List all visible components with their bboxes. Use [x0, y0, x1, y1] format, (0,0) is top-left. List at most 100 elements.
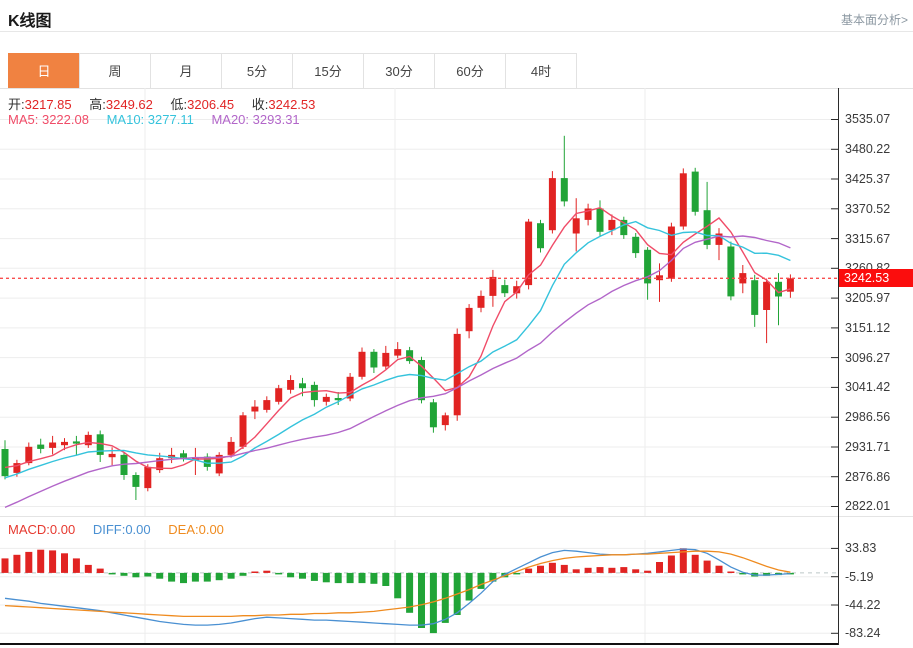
macd-bar — [180, 572, 187, 584]
macd-readout: MACD:0.00 DIFF:0.00 DEA:0.00 — [8, 522, 238, 537]
y-axis-label: 3370.52 — [845, 202, 891, 216]
macd-bar — [406, 572, 414, 613]
macd-bar — [691, 554, 699, 573]
macd-bar — [620, 567, 628, 573]
tab-month[interactable]: 月 — [150, 53, 222, 89]
macd-bar — [108, 572, 116, 575]
candle — [191, 447, 199, 475]
macd-bar — [608, 567, 616, 573]
dea-value-readout: DEA:0.00 — [168, 522, 224, 537]
panel-divider — [0, 516, 913, 517]
macd-bar — [513, 572, 521, 575]
tab-5min[interactable]: 5分 — [221, 53, 293, 89]
macd-value-readout: MACD:0.00 — [8, 522, 75, 537]
candle — [501, 279, 509, 297]
tabbar-baseline — [0, 88, 913, 89]
candle — [382, 345, 390, 370]
macd-bar — [644, 570, 652, 573]
tab-15min[interactable]: 15分 — [292, 53, 364, 89]
last-price-tag: 3242.53 — [839, 269, 913, 287]
candle — [644, 247, 652, 300]
macd-axis-label: -5.19 — [845, 570, 874, 584]
candle — [596, 200, 604, 237]
macd-bar — [465, 572, 473, 601]
dea-label: DEA: — [168, 522, 199, 537]
y-axis-label: 2876.86 — [845, 470, 891, 484]
candle — [263, 396, 271, 413]
tab-week[interactable]: 周 — [79, 53, 151, 89]
macd-bar — [358, 572, 366, 584]
candle — [275, 384, 283, 405]
macd-value: 0.00 — [49, 522, 76, 537]
y-axis-label: 3480.22 — [845, 142, 891, 156]
close-label: 收: — [251, 97, 269, 112]
candle — [429, 399, 437, 433]
macd-chart[interactable] — [0, 540, 838, 645]
tab-60min[interactable]: 60分 — [434, 53, 506, 89]
macd-bar — [239, 572, 247, 576]
macd-bar — [168, 572, 176, 582]
y-axis-label: 3151.12 — [845, 321, 891, 335]
ma5-line — [4, 206, 791, 470]
candle — [120, 452, 128, 480]
macd-bar — [13, 554, 21, 573]
macd-bar — [703, 560, 711, 573]
ma5-value: 3222.08 — [41, 112, 89, 127]
tab-4hour[interactable]: 4时 — [505, 53, 577, 89]
ma20-line — [4, 235, 791, 509]
candle — [334, 392, 342, 405]
candle — [715, 228, 723, 261]
diff-line — [4, 548, 791, 626]
macd-label: MACD: — [8, 522, 50, 537]
y-axis-label: 3205.97 — [845, 291, 891, 305]
candle — [453, 328, 461, 421]
macd-axis-label: -83.24 — [845, 626, 881, 640]
candle — [751, 274, 759, 327]
macd-bar — [679, 548, 687, 573]
dea-value: 0.00 — [198, 522, 224, 537]
low-label: 低: — [170, 97, 188, 112]
tab-day[interactable]: 日 — [8, 53, 80, 89]
price-axis: 3535.07 3480.22 3425.37 3370.52 3315.67 3260.… — [839, 88, 913, 516]
candle — [667, 222, 675, 282]
tab-30min[interactable]: 30分 — [363, 53, 435, 89]
macd-bar — [61, 553, 68, 573]
macd-bar — [144, 572, 152, 577]
macd-bar — [84, 564, 92, 573]
macd-bar — [191, 572, 199, 582]
ma10-line — [4, 220, 791, 479]
candle — [441, 412, 449, 431]
y-axis-label: 3041.42 — [845, 380, 891, 394]
y-axis-label: 3535.07 — [845, 112, 891, 126]
macd-bar — [382, 572, 390, 586]
candlestick-chart[interactable] — [0, 88, 838, 516]
candle — [322, 393, 330, 406]
macd-bar — [548, 562, 556, 573]
candle — [358, 347, 366, 380]
candle — [477, 290, 485, 313]
fundamental-analysis-link[interactable]: 基本面分析> — [840, 13, 908, 27]
macd-bar — [72, 558, 80, 573]
candle — [37, 438, 45, 454]
macd-axis-label: 33.83 — [845, 541, 877, 555]
macd-bar — [537, 565, 544, 573]
candle — [418, 356, 425, 404]
macd-bar — [215, 572, 223, 581]
y-axis-label: 3425.37 — [845, 172, 891, 186]
macd-bar — [1, 558, 9, 573]
candle — [49, 435, 57, 455]
candle — [406, 346, 414, 364]
macd-bar — [25, 551, 33, 573]
macd-bar — [596, 567, 604, 573]
candle — [691, 167, 699, 216]
candle — [346, 373, 354, 402]
macd-axis: 33.83 -5.19 -44.22 -83.24 — [839, 540, 913, 645]
low-value: 3206.45 — [187, 97, 235, 112]
candle — [227, 437, 235, 458]
macd-bar — [322, 572, 330, 583]
candle — [310, 381, 318, 407]
candle — [727, 241, 735, 301]
period-tab-bar: 日 周 月 5分 15分 30分 60分 4时 — [8, 53, 577, 89]
candle — [215, 452, 223, 477]
